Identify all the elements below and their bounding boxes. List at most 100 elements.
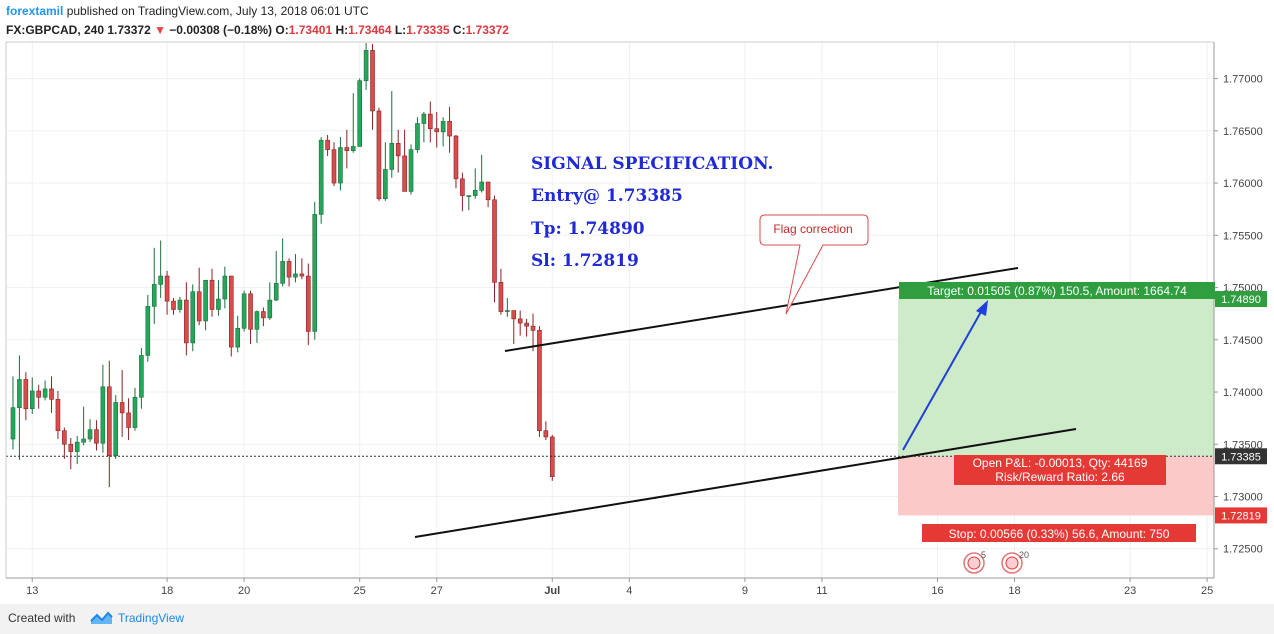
candle-body <box>184 299 189 344</box>
candle-body <box>286 261 292 278</box>
chart-labels: SIGNAL SPECIFICATION. Entry@ 1.73385 Tp: 1… <box>531 154 1215 574</box>
time-tick-label: 4 <box>626 585 632 597</box>
candle-body <box>228 275 234 348</box>
channel-upper-line <box>504 267 1019 352</box>
candle-body <box>145 306 151 356</box>
stop-price-label: 1.72819 <box>1221 510 1261 522</box>
candle-body <box>389 143 395 170</box>
candle-body <box>42 388 48 398</box>
flag-callout-box <box>759 214 869 315</box>
candle-body <box>293 273 298 278</box>
price-tick-label: 1.76000 <box>1223 178 1263 190</box>
candle-body <box>344 147 350 151</box>
target-zone <box>898 299 1214 457</box>
time-tick-label: 27 <box>431 585 443 597</box>
candle-body <box>350 146 356 151</box>
event-flag-inner <box>967 556 981 570</box>
price-tick-label: 1.74500 <box>1223 335 1263 347</box>
candle-body <box>254 311 260 330</box>
price-change: −0.00308 (−0.18%) <box>165 23 276 37</box>
candle-body <box>479 181 484 191</box>
candle-body <box>306 275 311 332</box>
candle-body <box>177 299 183 310</box>
pnl-label-box <box>954 455 1166 485</box>
price-chart[interactable]: Flag correction 1.77000 1.76500 1.76000 1.7… <box>0 0 1274 604</box>
candle-body <box>363 50 369 81</box>
candle-body <box>36 390 41 398</box>
price-tick-label: 1.77000 <box>1223 74 1263 86</box>
candle-body <box>312 214 318 332</box>
candle-body <box>498 282 504 312</box>
candle-body <box>434 128 440 133</box>
candle-body <box>505 310 510 312</box>
chart-header: forextamil published on TradingView.com,… <box>0 0 1274 42</box>
target-arrow-line <box>902 309 983 451</box>
candle-body <box>408 149 414 192</box>
target-price-label: 1.74890 <box>1221 294 1261 306</box>
event-count: 20 <box>1019 550 1029 560</box>
candle-series <box>10 43 555 488</box>
candle-body <box>17 379 22 408</box>
risk-reward-text: Risk/Reward Ratio: 2.66 <box>995 470 1125 484</box>
candle-body <box>427 113 433 130</box>
candle-body <box>132 396 138 428</box>
candle-body <box>447 121 452 137</box>
candle-body <box>325 139 330 150</box>
candle-body <box>453 135 459 180</box>
candle-body <box>511 310 517 320</box>
price-tick-label: 1.76500 <box>1223 126 1263 138</box>
target-label-text: Target: 0.01505 (0.87%) 150.5, Amount: 1… <box>927 284 1187 298</box>
candle-body <box>318 139 324 215</box>
low-label: L: <box>391 23 407 37</box>
price-tick-label: 1.75500 <box>1223 230 1263 242</box>
entry-price-label: 1.73385 <box>1221 451 1261 463</box>
candle-body <box>55 399 61 431</box>
signal-line-1: Entry@ 1.73385 <box>531 186 683 206</box>
candle-body <box>402 155 407 192</box>
candle-body <box>549 436 555 477</box>
close-label: C: <box>449 23 466 37</box>
candle-body <box>139 355 144 398</box>
target-arrowhead-icon <box>976 300 988 316</box>
time-tick-label: 20 <box>238 585 250 597</box>
open-pnl-text: Open P&L: -0.00013, Qty: 44169 <box>973 456 1148 470</box>
candle-body <box>485 181 491 201</box>
candle-body <box>87 429 93 440</box>
candle-body <box>49 388 54 400</box>
time-tick-label: 18 <box>161 585 173 597</box>
candle-body <box>395 143 401 157</box>
candle-body <box>74 441 80 452</box>
candle-body <box>530 325 536 331</box>
candle-body <box>158 275 163 285</box>
candle-body <box>357 80 362 147</box>
time-tick-label: 25 <box>354 585 366 597</box>
candle-body <box>216 298 221 310</box>
high-label: H: <box>332 23 349 37</box>
low-value: 1.73335 <box>406 23 450 37</box>
stop-price-label-box <box>1215 507 1267 524</box>
candle-body <box>94 429 99 444</box>
candle-body <box>517 318 523 324</box>
change-arrow-icon: ▼ <box>154 23 166 37</box>
target-price-label-box <box>1215 291 1267 308</box>
candle-body <box>273 283 279 301</box>
candle-body <box>107 386 112 457</box>
candle-body <box>190 291 196 344</box>
tradingview-link[interactable]: TradingView <box>118 611 185 625</box>
last-price: 1.73372 <box>104 23 155 37</box>
channel-lower-line <box>414 428 1077 538</box>
signal-line-0: SIGNAL SPECIFICATION. <box>531 154 773 174</box>
event-flag-inner <box>1005 556 1019 570</box>
author-link[interactable]: forextamil <box>6 4 64 18</box>
signal-line-2: Tp: 1.74890 <box>531 219 645 239</box>
tradingview-logo-icon[interactable] <box>88 607 114 629</box>
candle-body <box>100 386 106 444</box>
signal-line-3: Sl: 1.72819 <box>531 251 639 271</box>
candle-body <box>421 113 427 124</box>
candle-body <box>81 438 86 443</box>
candle-body <box>62 430 67 445</box>
candle-body <box>472 190 478 196</box>
publish-line: forextamil published on TradingView.com,… <box>6 4 369 18</box>
candle-body <box>68 443 74 452</box>
time-tick-label: Jul <box>544 585 560 597</box>
